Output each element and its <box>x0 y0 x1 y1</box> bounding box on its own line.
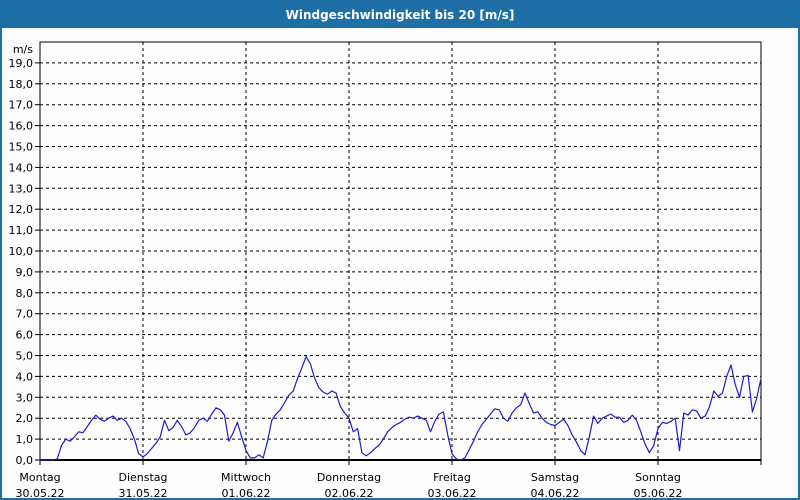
y-tick-label: 18,0 <box>9 78 34 91</box>
x-date-label: 05.06.22 <box>634 487 683 498</box>
x-day-label: Freitag <box>433 471 471 484</box>
y-tick-label: 14,0 <box>9 161 34 174</box>
y-tick-label: 17,0 <box>9 99 34 112</box>
chart-area: 0,0 1,0 2,0 3,0 4,0 5,0 6,0 7,0 8,0 9,0 10,0 11,0 12… <box>2 28 798 498</box>
y-tick-label: 7,0 <box>16 308 34 321</box>
y-tick-label: 11,0 <box>9 224 34 237</box>
window-title: Windgeschwindigkeit bis 20 [m/s] <box>285 8 515 22</box>
y-tick-label: 15,0 <box>9 141 34 154</box>
y-tick-label: 2,0 <box>16 412 34 425</box>
y-tick-label: 0,0 <box>16 454 34 467</box>
wind-speed-chart: 0,0 1,0 2,0 3,0 4,0 5,0 6,0 7,0 8,0 9,0 10,0 11,0 12… <box>9 41 762 498</box>
y-tick-label: 1,0 <box>16 433 34 446</box>
x-day-label: Samstag <box>531 471 579 484</box>
y-tick-label: 3,0 <box>16 391 34 404</box>
y-tick-label: 12,0 <box>9 203 34 216</box>
x-date-label: 30.05.22 <box>16 487 65 498</box>
x-date-label: 31.05.22 <box>119 487 168 498</box>
y-tick-label: 4,0 <box>16 370 34 383</box>
y-tick-label: 8,0 <box>16 287 34 300</box>
y-unit-label: m/s <box>13 43 33 56</box>
x-date-label: 02.06.22 <box>325 487 374 498</box>
y-tick-label: 5,0 <box>16 350 34 363</box>
y-tick-label: 9,0 <box>16 266 34 279</box>
y-tick-label: 19,0 <box>9 57 34 70</box>
wind-speed-series-line <box>39 355 762 461</box>
x-date-label: 01.06.22 <box>222 487 271 498</box>
y-tick-label: 13,0 <box>9 182 34 195</box>
x-date-label: 04.06.22 <box>531 487 580 498</box>
y-tick-label: 16,0 <box>9 120 34 133</box>
y-tick-label: 6,0 <box>16 329 34 342</box>
x-day-label: Dienstag <box>118 471 167 484</box>
y-tick-label: 10,0 <box>9 245 34 258</box>
x-day-label: Montag <box>19 471 60 484</box>
title-bar: Windgeschwindigkeit bis 20 [m/s] <box>2 2 798 28</box>
x-day-label: Mittwoch <box>221 471 271 484</box>
x-date-label: 03.06.22 <box>428 487 477 498</box>
x-day-label: Sonntag <box>635 471 681 484</box>
x-day-label: Donnerstag <box>317 471 381 484</box>
